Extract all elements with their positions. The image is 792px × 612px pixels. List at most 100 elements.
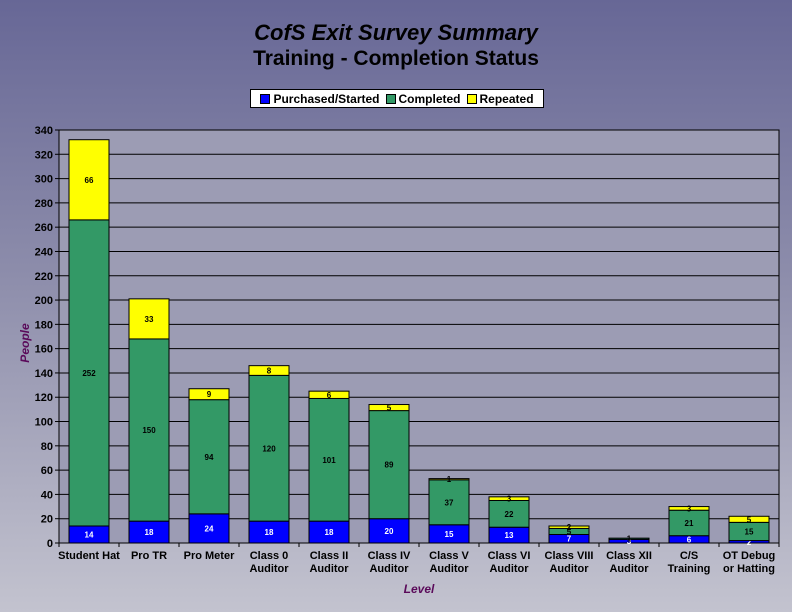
bar-repeated-6 — [428, 478, 470, 481]
y-tick-label: 280 — [35, 198, 53, 210]
legend-item-completed: Completed — [385, 91, 461, 106]
bar-completed-4 — [308, 397, 350, 522]
data-label: 5 — [747, 515, 752, 524]
data-label: 6 — [687, 535, 692, 544]
x-tick-label: OT Debug — [723, 550, 776, 562]
x-tick-label: or Hatting — [723, 563, 775, 575]
plot-area — [59, 130, 779, 543]
data-label: 21 — [685, 519, 694, 528]
data-label: 8 — [267, 367, 272, 376]
data-label: 94 — [205, 453, 214, 462]
data-label: 20 — [385, 527, 394, 536]
x-tick-label: Class IV — [368, 550, 411, 562]
data-label: 5 — [387, 404, 392, 413]
bar-purchased-started-5 — [368, 518, 410, 544]
y-tick-label: 180 — [35, 319, 53, 331]
y-tick-label: 220 — [35, 271, 53, 283]
y-tick-label: 40 — [41, 489, 53, 501]
y-tick-label: 140 — [35, 368, 53, 380]
x-tick-label: Class VIII — [545, 550, 594, 562]
y-tick-label: 100 — [35, 417, 53, 429]
y-tick-label: 120 — [35, 392, 53, 404]
data-label: 3 — [687, 504, 692, 513]
x-tick-label: Class VI — [488, 550, 531, 562]
legend-swatch-repeated — [466, 93, 477, 104]
x-tick-label: Pro Meter — [184, 550, 235, 562]
data-label: 2 — [747, 538, 752, 547]
x-tick-label: Training — [668, 563, 711, 575]
data-label: 18 — [265, 528, 274, 537]
data-label: 3 — [627, 537, 632, 546]
x-tick-label: Class II — [310, 550, 349, 562]
legend-swatch-completed — [385, 93, 396, 104]
y-tick-label: 160 — [35, 344, 53, 356]
y-tick-label: 340 — [35, 125, 53, 137]
x-tick-label: Auditor — [369, 563, 409, 575]
data-label: 5 — [567, 527, 572, 536]
data-label: 13 — [505, 531, 514, 540]
y-tick-label: 0 — [47, 538, 53, 550]
data-label: 6 — [327, 391, 332, 400]
legend-item-purchased: Purchased/Started — [260, 91, 380, 106]
x-tick-label: Auditor — [309, 563, 349, 575]
bar-repeated-1 — [128, 298, 170, 340]
bar-completed-1 — [128, 338, 170, 522]
bar-completed-6 — [428, 479, 470, 526]
y-tick-label: 20 — [41, 514, 53, 526]
x-tick-label: Auditor — [489, 563, 529, 575]
data-label: 15 — [745, 527, 754, 536]
data-label: 22 — [505, 510, 514, 519]
y-tick-label: 200 — [35, 295, 53, 307]
x-tick-label: Auditor — [249, 563, 289, 575]
data-label: 1 — [447, 475, 452, 484]
bar-completed-0 — [68, 219, 110, 527]
data-label: 150 — [142, 426, 156, 435]
bar-repeated-7 — [488, 496, 530, 501]
data-label: 101 — [322, 456, 336, 465]
data-label: 66 — [85, 176, 94, 185]
legend-label-purchased: Purchased/Started — [273, 91, 380, 106]
bar-completed-2 — [188, 399, 230, 515]
x-tick-label: Auditor — [609, 563, 649, 575]
bar-repeated-0 — [68, 139, 110, 221]
data-label: 18 — [145, 528, 154, 537]
data-label: 9 — [207, 390, 212, 399]
bar-completed-9 — [608, 537, 650, 540]
data-label: 1 — [627, 535, 632, 544]
y-tick-label: 60 — [41, 465, 53, 477]
bar-purchased-started-2 — [188, 513, 230, 544]
x-tick-label: Class V — [429, 550, 469, 562]
data-label: 2 — [567, 523, 572, 532]
x-tick-label: Auditor — [429, 563, 469, 575]
x-tick-label: Pro TR — [131, 550, 167, 562]
data-label: 18 — [325, 528, 334, 537]
bar-repeated-5 — [368, 404, 410, 412]
chart-subtitle: Training - Completion Status — [253, 47, 539, 70]
y-tick-label: 240 — [35, 246, 53, 258]
x-tick-label: Class 0 — [250, 550, 289, 562]
legend-item-repeated: Repeated — [466, 92, 534, 106]
legend: Purchased/Started Completed Repeated — [250, 89, 544, 108]
data-label: 3 — [507, 495, 512, 504]
data-label: 33 — [145, 315, 154, 324]
x-tick-label: Auditor — [549, 563, 589, 575]
legend-swatch-purchased — [260, 93, 271, 104]
bar-repeated-10 — [668, 506, 710, 511]
bar-repeated-2 — [188, 388, 230, 401]
chart-title: CofS Exit Survey Summary — [254, 20, 538, 45]
data-label: 37 — [445, 498, 454, 507]
data-label: 14 — [85, 530, 94, 539]
y-tick-label: 80 — [41, 441, 53, 453]
y-tick-label: 260 — [35, 222, 53, 234]
bar-repeated-4 — [308, 390, 350, 399]
y-tick-label: 300 — [35, 174, 53, 186]
legend-label-completed: Completed — [398, 91, 461, 106]
x-axis-label: Level — [403, 582, 435, 596]
x-tick-label: C/S — [680, 550, 698, 562]
x-tick-label: Class XII — [606, 550, 652, 562]
bar-repeated-11 — [728, 515, 770, 523]
bar-completed-10 — [668, 509, 710, 537]
y-tick-label: 320 — [35, 149, 53, 161]
data-label: 7 — [567, 535, 572, 544]
